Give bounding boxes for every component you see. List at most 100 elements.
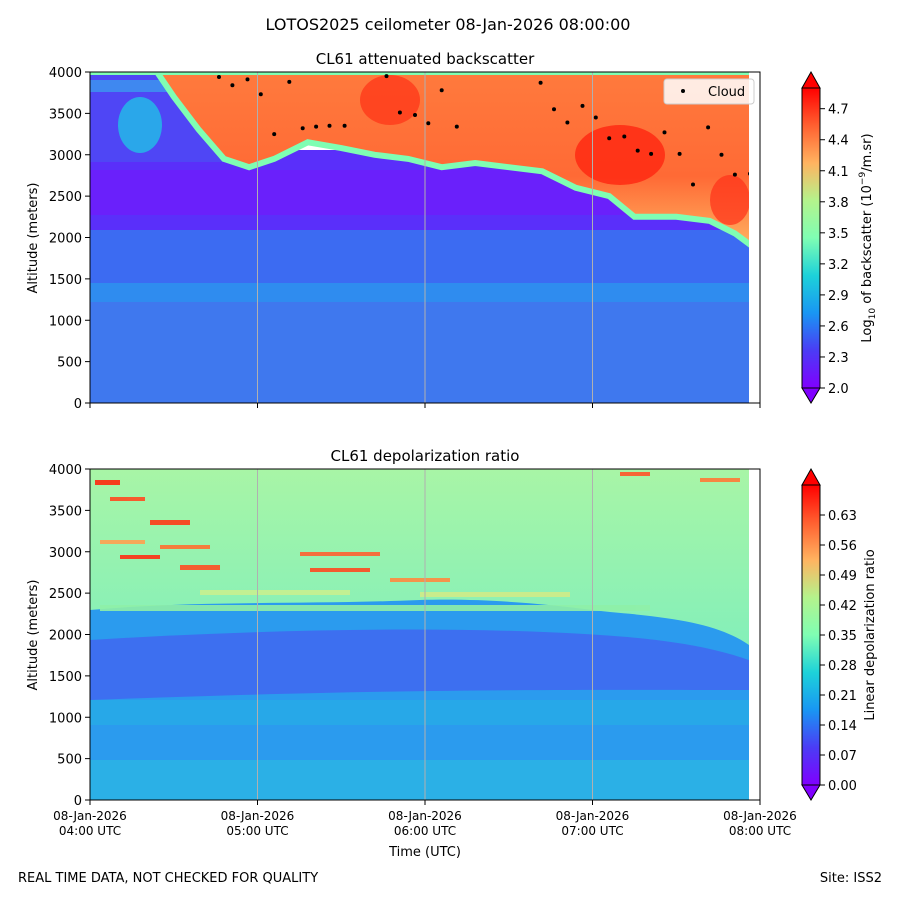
cloud-point <box>719 152 724 157</box>
cloud-legend-marker <box>681 89 685 93</box>
depol-streak <box>100 540 145 544</box>
cloud-point <box>397 110 402 115</box>
depol-colorbar-tick-label: 0.35 <box>828 629 857 644</box>
bsc-y-tick-label: 0 <box>74 397 82 412</box>
bsc-colorbar-tick-label: 2.0 <box>828 382 849 397</box>
depol-x-label: Time (UTC) <box>388 845 461 860</box>
depol-y-label: Altitude (meters) <box>26 580 41 691</box>
depol-y-tick-label: 3000 <box>49 546 82 561</box>
cloud-point <box>635 148 640 153</box>
depol-streak <box>420 592 570 597</box>
depol-x-tick-label: 07:00 UTC <box>561 824 623 838</box>
bsc-colorbar-tick-label: 4.1 <box>828 165 849 180</box>
backscatter-y-ticks: 0 500 1000 1500 2000 2500 3000 3500 4000 <box>49 66 90 412</box>
depol-streak <box>120 555 160 559</box>
cloud-point <box>565 120 570 125</box>
depol-y-tick-label: 3500 <box>49 504 82 519</box>
bsc-colorbar-tick-label: 2.9 <box>828 289 849 304</box>
cloud-point <box>439 88 444 93</box>
cloud-point <box>552 107 556 112</box>
backscatter-heatmap <box>90 72 760 403</box>
bsc-colorbar-tick-label: 3.8 <box>828 196 849 211</box>
depol-x-tick-label: 08-Jan-2026 <box>53 809 127 823</box>
depol-colorbar-tick-label: 0.14 <box>828 719 857 734</box>
cloud-point <box>691 182 695 187</box>
depol-streak <box>150 520 190 525</box>
footer-disclaimer: REAL TIME DATA, NOT CHECKED FOR QUALITY <box>18 871 318 886</box>
depol-surface-band <box>90 760 749 800</box>
backscatter-colorbar: 2.0 2.3 2.6 2.9 3.2 3.5 3.8 4.1 4.4 4.7 Log10 of … <box>801 70 878 404</box>
depol-x-tick-label: 08-Jan-2026 <box>388 809 462 823</box>
bsc-colorbar-bottom-arrow <box>801 387 821 404</box>
depol-x-tick-label: 04:00 UTC <box>59 824 121 838</box>
depol-colorbar-tick-label: 0.21 <box>828 689 857 704</box>
footer-site: Site: ISS2 <box>820 871 882 886</box>
cloud-legend-label: Cloud <box>708 85 745 100</box>
depol-title: CL61 depolarization ratio <box>331 447 520 465</box>
depol-streak <box>390 578 450 582</box>
figure-title: LOTOS2025 ceilometer 08-Jan-2026 08:00:0… <box>266 15 631 34</box>
depol-y-tick-label: 1500 <box>49 670 82 685</box>
depol-low-band <box>90 700 749 725</box>
cloud-point <box>230 83 235 88</box>
depol-x-tick-label: 08-Jan-2026 <box>556 809 630 823</box>
bsc-colorbar-tick-label: 2.3 <box>828 351 849 366</box>
depol-y-tick-label: 0 <box>74 794 82 809</box>
cloud-point <box>706 125 711 130</box>
depol-colorbar-tick-label: 0.49 <box>828 569 857 584</box>
bsc-colorbar-top-arrow <box>801 70 821 89</box>
bsc-y-tick-label: 2500 <box>49 190 82 205</box>
cloud-point <box>342 123 347 128</box>
bsc-colorbar-frame <box>801 87 821 389</box>
depol-colorbar-bottom-arrow <box>801 784 821 801</box>
depol-y-tick-label: 2500 <box>49 587 82 602</box>
bsc-y-tick-label: 1500 <box>49 273 82 288</box>
depol-streak <box>700 478 740 482</box>
bsc-hot-core-1 <box>360 75 420 125</box>
backscatter-panel: CL61 attenuated backscatter <box>26 50 878 412</box>
cloud-point <box>287 79 292 84</box>
backscatter-x-ticks <box>89 403 761 408</box>
depol-x-tick-label: 06:00 UTC <box>394 824 456 838</box>
depol-y-tick-label: 1000 <box>49 711 82 726</box>
cloud-legend: Cloud <box>663 78 755 105</box>
depol-streak <box>100 605 650 611</box>
cloud-point <box>258 92 263 97</box>
cloud-point <box>580 103 585 108</box>
depol-streak <box>180 565 220 570</box>
cloud-legend-box <box>663 78 755 105</box>
bsc-hot-core-3 <box>710 175 750 225</box>
depol-y-tick-label: 500 <box>57 753 82 768</box>
bsc-hot-core-2 <box>575 125 665 185</box>
bsc-no-data-strip <box>749 72 760 403</box>
bsc-cloud-patch-left <box>118 97 162 153</box>
depol-streak <box>200 590 350 595</box>
cloud-point <box>454 124 459 129</box>
bsc-colorbar-tick-label: 3.2 <box>828 258 849 273</box>
depol-colorbar-tick-label: 0.63 <box>828 509 857 524</box>
depol-streak <box>160 545 210 549</box>
depol-no-data-strip <box>749 469 760 800</box>
cloud-point <box>413 113 417 117</box>
bsc-colorbar-tick-label: 3.5 <box>828 227 849 242</box>
cloud-point <box>314 124 319 129</box>
bsc-y-tick-label: 3500 <box>49 107 82 122</box>
depol-colorbar-top-arrow <box>801 467 821 486</box>
bsc-y-tick-label: 1000 <box>49 314 82 329</box>
cloud-point <box>607 136 612 141</box>
cloud-point <box>272 132 277 137</box>
cloud-point <box>677 151 682 156</box>
cloud-point <box>245 77 250 82</box>
depol-colorbar-tick-label: 0.00 <box>828 779 857 794</box>
depol-colorbar-body <box>802 485 820 785</box>
depol-colorbar-label: Linear depolarization ratio <box>863 549 878 720</box>
bsc-colorbar-body <box>802 88 820 388</box>
depol-streaks <box>95 472 740 611</box>
cloud-point <box>217 75 221 79</box>
cloud-point <box>662 130 667 135</box>
depol-streak <box>95 480 120 485</box>
bsc-y-tick-label: 3000 <box>49 149 82 164</box>
depolarization-panel: CL61 depolarization ratio <box>26 447 878 860</box>
depol-y-tick-label: 4000 <box>49 463 82 478</box>
